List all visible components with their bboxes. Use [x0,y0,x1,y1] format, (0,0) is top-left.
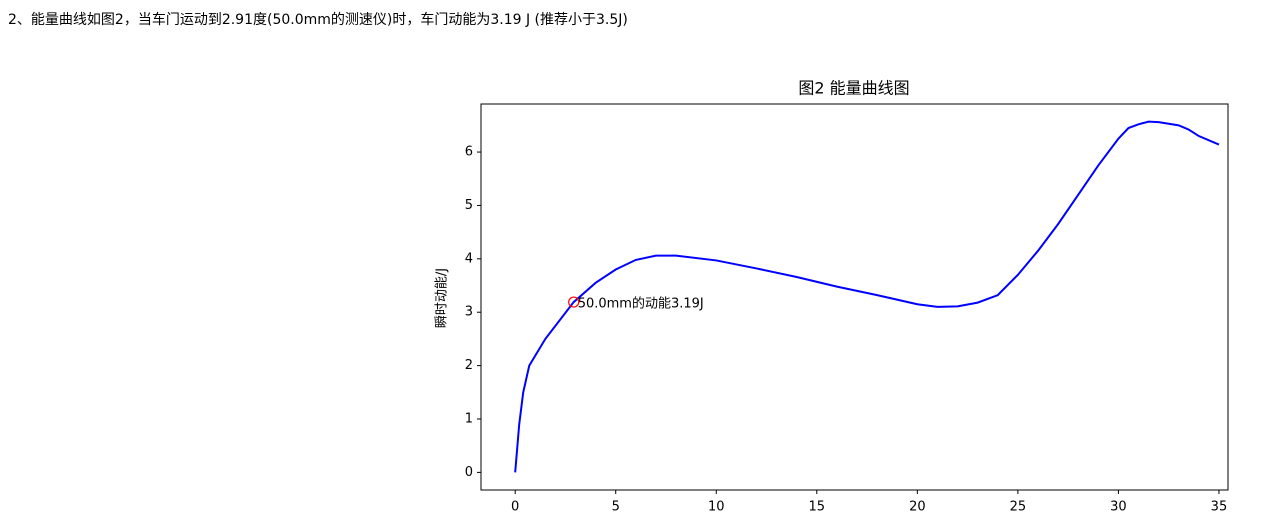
paragraph: 2、能量曲线如图2，当车门运动到2.91度(50.0mm的测速仪)时，车门动能为… [8,12,628,28]
x-tick-label: 20 [909,500,926,515]
y-tick-label: 2 [465,358,473,373]
x-tick-label: 15 [809,500,826,515]
x-tick-label: 30 [1110,500,1127,515]
plot-frame [480,103,1229,491]
y-axis-label: 瞬时动能/J [435,268,450,328]
y-tick-label: 3 [465,305,473,320]
y-tick-label: 0 [465,465,473,480]
line [514,120,1220,473]
y-tick-label: 5 [465,198,473,213]
y-tick-label: 1 [465,411,473,426]
x-tick-label: 35 [1211,500,1228,515]
x-tick-label: 25 [1010,500,1027,515]
x-tick-label: 0 [511,500,519,515]
x-tick-label: 10 [708,500,725,515]
annotation-label: 50.0mm的动能3.19J [578,296,704,312]
y-tick-label: 4 [465,251,473,266]
y-tick-label: 6 [465,145,473,160]
x-tick-label: 5 [612,500,620,515]
annotation-marker [568,296,580,308]
chart-title: 图2 能量曲线图 [798,79,909,98]
